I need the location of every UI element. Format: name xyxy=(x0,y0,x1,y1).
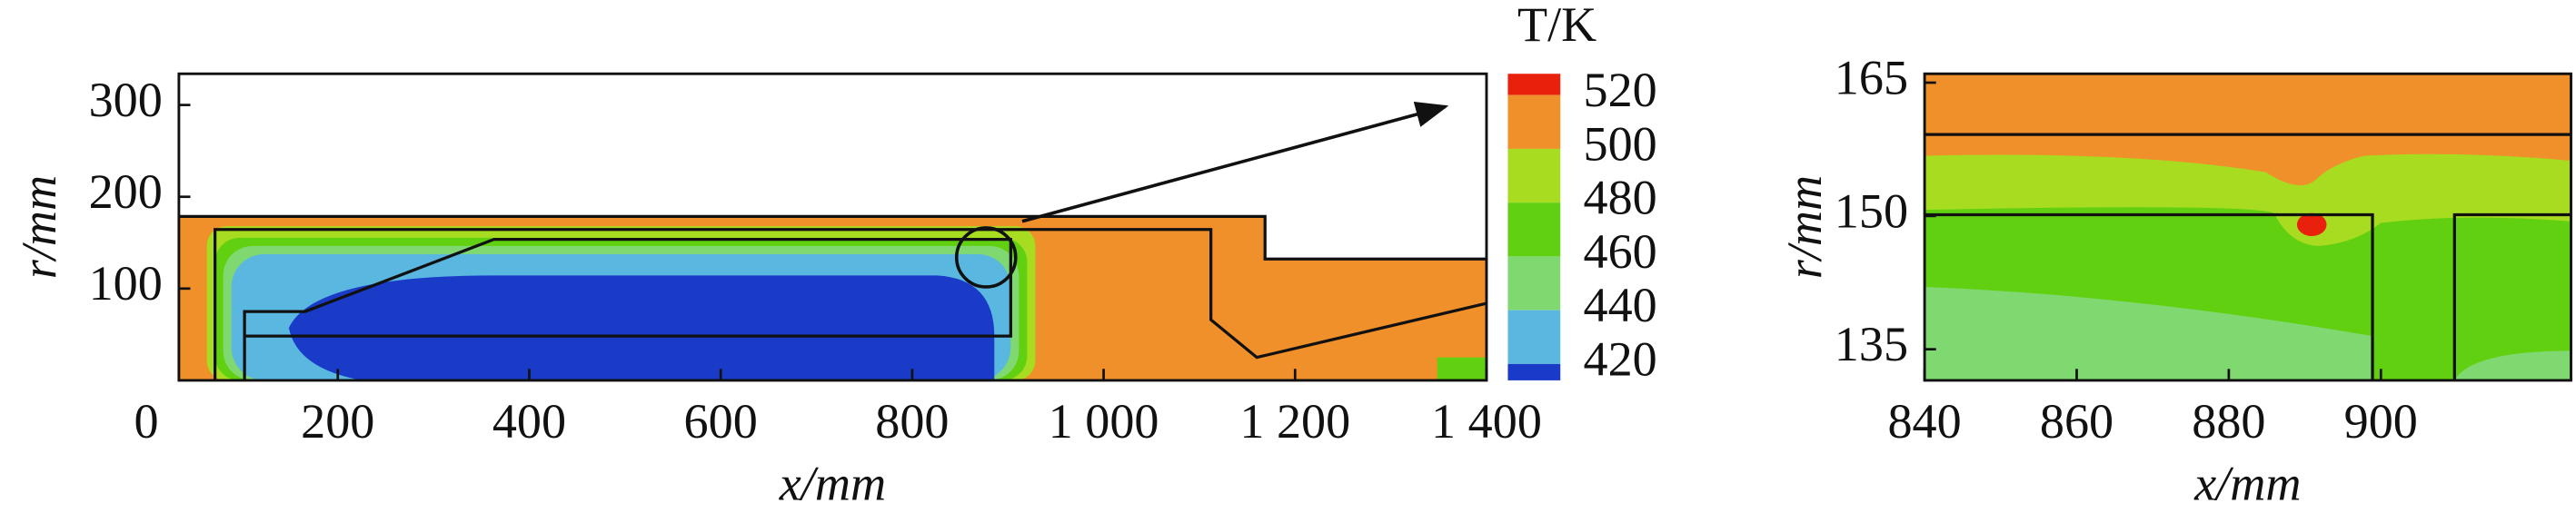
y-tick-label: 100 xyxy=(89,256,163,311)
zoom-arrow xyxy=(1021,101,1449,223)
y-tick-label: 135 xyxy=(1835,317,1908,371)
colorbar-tick-label: 440 xyxy=(1584,278,1657,332)
colorbar-title: T/K xyxy=(1517,0,1596,52)
colorbar-tick-label: 480 xyxy=(1584,171,1657,225)
colorbar-band xyxy=(1507,148,1561,203)
y-tick-label: 300 xyxy=(89,73,163,127)
colorbar-band xyxy=(1507,256,1561,311)
contour-field xyxy=(1925,74,2571,380)
x-tick-label: 900 xyxy=(2344,394,2418,449)
geometry-outline xyxy=(178,214,1487,261)
x-tick-label: 200 xyxy=(301,394,374,449)
colorbar-band xyxy=(1507,202,1561,257)
colorbar-tick-label: 500 xyxy=(1584,116,1657,171)
x-tick-label: 1 000 xyxy=(1049,394,1159,449)
contour-region xyxy=(288,275,995,380)
y-axis-label: r/mm xyxy=(12,175,66,279)
colorbar-tick-label: 460 xyxy=(1584,224,1657,279)
geometry-outline xyxy=(243,237,1012,380)
y-tick-label: 165 xyxy=(1835,50,1908,104)
plot-frame xyxy=(1923,72,2572,382)
x-axis-label: x/mm xyxy=(2193,457,2301,511)
contour-field xyxy=(178,214,1487,380)
geometry-outline xyxy=(213,228,1487,380)
colorbar-tick-label: 420 xyxy=(1584,331,1657,386)
contour-region xyxy=(2296,212,2327,237)
x-tick-label: 1 200 xyxy=(1239,394,1350,449)
colorbar-band xyxy=(1507,74,1561,95)
contour-region xyxy=(1925,286,2571,380)
geometry-outline xyxy=(1925,212,2374,380)
x-tick-label: 840 xyxy=(1887,394,1961,449)
colorbar-band xyxy=(1507,94,1561,149)
colorbar-band xyxy=(1507,363,1561,380)
x-tick-label: 1 400 xyxy=(1431,394,1542,449)
geometry-outline xyxy=(2452,212,2571,380)
colorbar-tick-label: 520 xyxy=(1584,63,1657,117)
x-tick-label: 600 xyxy=(684,394,758,449)
contour-region xyxy=(1437,357,1487,380)
x-axis-label: x/mm xyxy=(779,457,886,511)
x-tick-label: 860 xyxy=(2040,394,2114,449)
y-tick-label: 200 xyxy=(89,164,163,219)
plot-frame xyxy=(177,72,1488,382)
colorbar-band xyxy=(1507,310,1561,364)
y-tick-label: 150 xyxy=(1835,183,1908,238)
x-tick-label: 880 xyxy=(2192,394,2265,449)
x-tick-label: 400 xyxy=(492,394,566,449)
y-axis-label: r/mm xyxy=(1777,175,1832,279)
x-tick-label: 800 xyxy=(875,394,949,449)
zoom-circle xyxy=(954,226,1018,289)
x-tick-label: 0 xyxy=(134,394,159,449)
